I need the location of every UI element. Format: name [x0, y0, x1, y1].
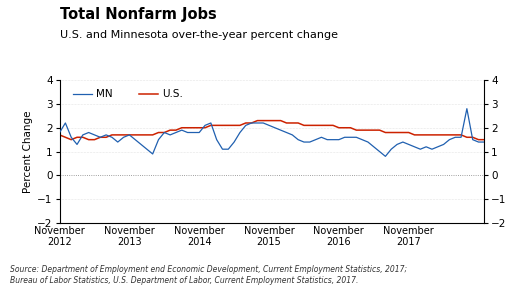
- Legend: MN, U.S.: MN, U.S.: [69, 85, 186, 104]
- Text: Source: Department of Employment end Economic Development, Current Employment St: Source: Department of Employment end Eco…: [10, 265, 408, 285]
- Text: Total Nonfarm Jobs: Total Nonfarm Jobs: [60, 7, 217, 22]
- Y-axis label: Percent Change: Percent Change: [23, 110, 33, 193]
- Text: U.S. and Minnesota over-the-year percent change: U.S. and Minnesota over-the-year percent…: [60, 30, 338, 40]
